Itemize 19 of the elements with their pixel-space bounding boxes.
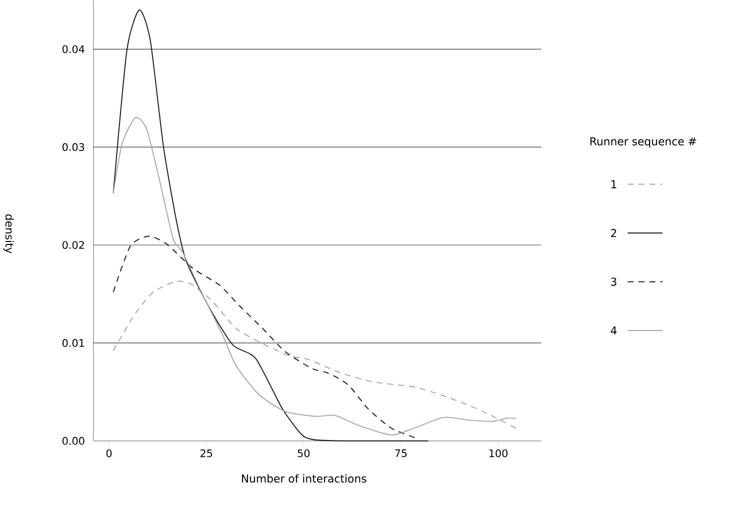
y-axis-title: density (3, 214, 14, 254)
y-tick-label: 0.02 (62, 241, 84, 250)
legend-title: Runner sequence # (590, 138, 696, 148)
y-tick-label: 0.01 (62, 339, 84, 348)
y-tick-label: 0.03 (62, 143, 84, 152)
line-series (112, 10, 429, 442)
legend-label: 3 (611, 278, 616, 286)
x-tick-label: 100 (489, 450, 508, 458)
x-tick-label: 50 (298, 450, 310, 458)
y-tick-label: 0.00 (62, 437, 84, 446)
y-tick-label: 0.04 (62, 45, 84, 54)
x-tick-label: 25 (200, 450, 212, 458)
x-tick-label: 75 (395, 450, 407, 458)
x-tick-label: 0 (106, 450, 112, 458)
line-series (112, 117, 516, 436)
legend-label: 1 (611, 180, 616, 188)
legend-label: 2 (611, 229, 616, 238)
x-axis-title: Number of interactions (242, 474, 366, 483)
legend-label: 4 (610, 326, 617, 335)
